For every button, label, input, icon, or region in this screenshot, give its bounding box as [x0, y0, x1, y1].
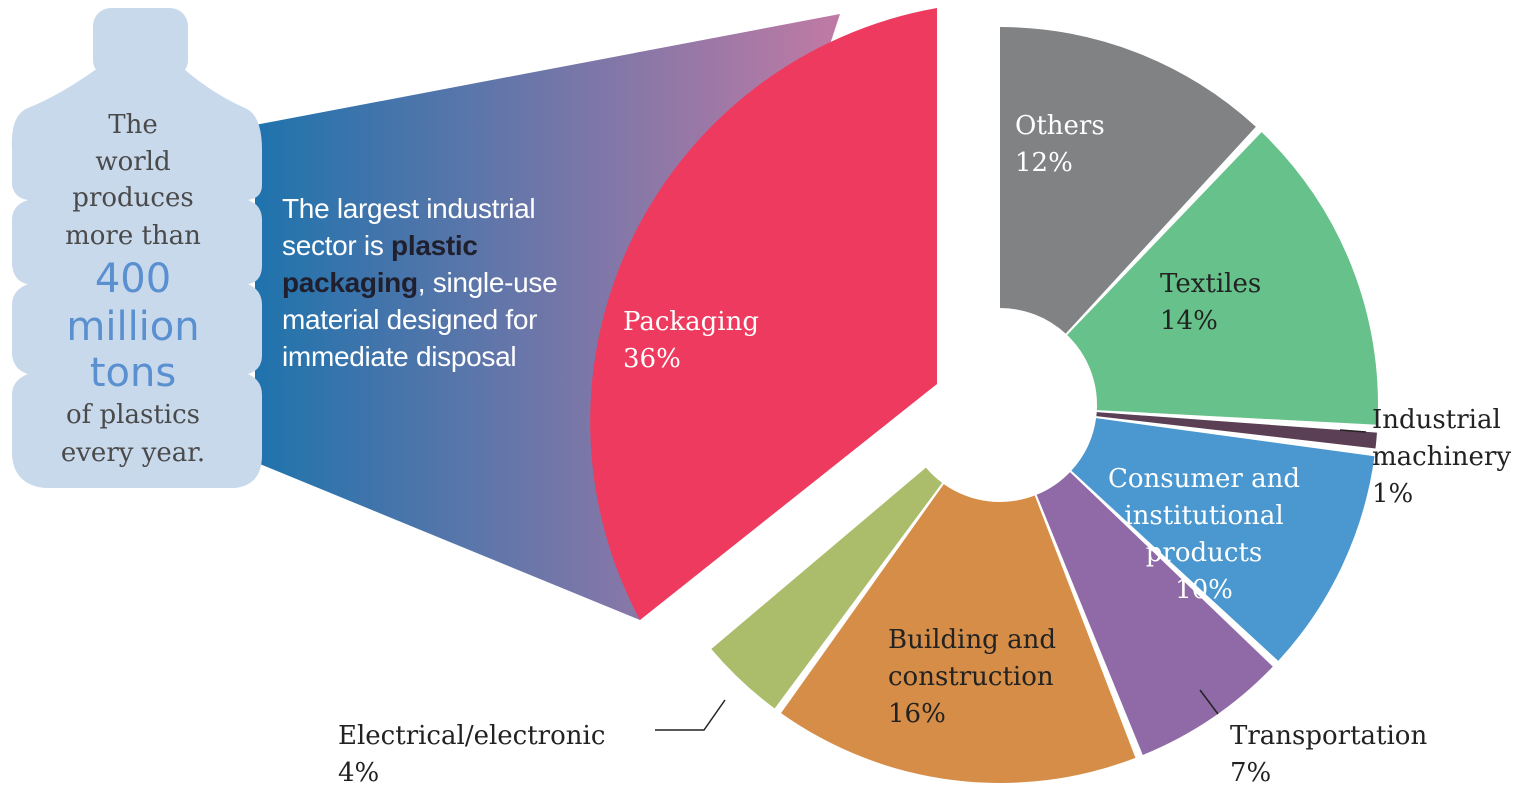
bottle-big-number: 400	[95, 256, 171, 302]
caption-text: The largest industrial sector is plastic…	[282, 190, 582, 375]
leader-lines	[655, 429, 1367, 731]
slice-labels: Packaging 36% Others 12% Textiles 14% Industri…	[338, 111, 1511, 788]
leader-transportation	[1199, 689, 1219, 715]
label-building-and-construction-value: 16%	[888, 699, 946, 729]
bottle-line-1: The	[108, 110, 157, 140]
slice-industrial-machinery	[1096, 412, 1377, 449]
label-consumer-and-institutional-products-value: 10%	[1175, 575, 1233, 605]
bottle-line-4: more than	[65, 221, 201, 251]
label-textiles-line-1: Textiles	[1160, 269, 1261, 299]
label-electrical-electronic-line-1: Electrical/electronic	[338, 721, 605, 751]
bottle-big-unit-2: tons	[90, 350, 176, 396]
label-building-and-construction-line-2: construction	[888, 662, 1054, 692]
label-industrial-machinery-line-2: machinery	[1372, 442, 1511, 472]
label-transportation-value: 7%	[1230, 758, 1271, 784]
bottle-line-3: produces	[72, 183, 193, 213]
bottle-cap	[93, 8, 188, 78]
slice-packaging	[590, 8, 937, 620]
label-industrial-machinery-line-1: Industrial	[1372, 405, 1501, 435]
slice-others	[1000, 27, 1256, 334]
slice-textiles	[1067, 132, 1378, 425]
bottle-big-unit-1: million	[66, 304, 199, 350]
caption-bold: plastic packaging	[282, 230, 478, 298]
slice-electrical-electronic	[711, 467, 943, 709]
label-transportation-line-1: Transportation	[1230, 721, 1427, 751]
caption-lead: The largest industrial sector is	[282, 193, 536, 261]
label-consumer-and-institutional-products-line-3: products	[1146, 538, 1262, 568]
label-consumer-and-institutional-products-line-1: Consumer and	[1108, 464, 1300, 494]
label-others-line-1: Others	[1015, 111, 1105, 141]
leader-industrial-machinery	[1339, 429, 1367, 433]
donut-slices	[590, 8, 1378, 783]
slice-consumer-and-institutional-products	[1071, 418, 1375, 661]
bottle-icon: The world produces more than 400 million…	[11, 8, 262, 488]
label-packaging-line-1: Packaging	[623, 307, 759, 337]
label-consumer-and-institutional-products-line-2: institutional	[1124, 501, 1283, 531]
label-others-value: 12%	[1015, 148, 1073, 178]
bottle-body	[11, 70, 262, 488]
bottle-line-5: of plastics	[66, 400, 200, 430]
leader-electrical-electronic	[655, 699, 726, 731]
bottle-line-6: every year.	[61, 438, 205, 468]
caption-rest: , single-use material designed for immed…	[282, 267, 558, 372]
label-packaging-value: 36%	[623, 344, 681, 374]
slice-transportation	[1036, 472, 1273, 755]
bottle-line-2: world	[95, 147, 170, 177]
label-textiles-value: 14%	[1160, 306, 1218, 336]
slice-building-and-construction	[781, 484, 1136, 783]
label-electrical-electronic-value: 4%	[338, 758, 379, 784]
label-building-and-construction-line-1: Building and	[888, 625, 1056, 655]
label-industrial-machinery-value: 1%	[1372, 479, 1413, 509]
